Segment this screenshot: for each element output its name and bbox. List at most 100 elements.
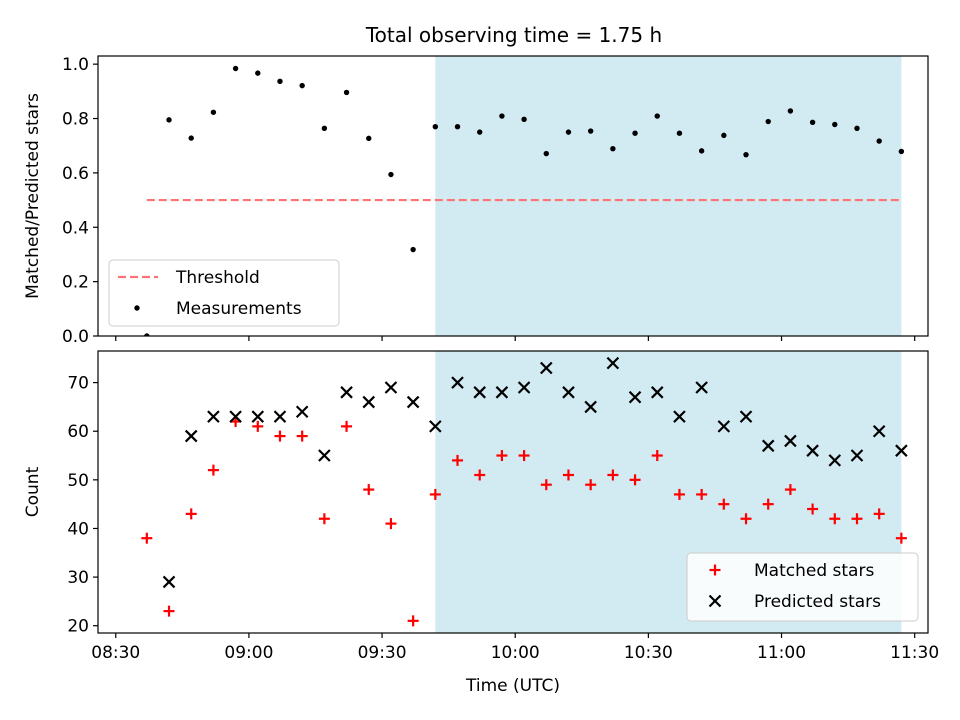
legend-label: Matched stars	[754, 561, 874, 581]
matched-stars-point	[585, 479, 597, 491]
matched-stars-point	[163, 605, 175, 617]
y-tick-label: 0.8	[62, 110, 89, 130]
measurement-point	[343, 89, 350, 96]
predicted-stars-point	[562, 386, 575, 399]
matched-stars-point	[851, 513, 863, 525]
predicted-stars-point	[406, 395, 420, 409]
plot-area	[144, 65, 905, 336]
predicted-stars-point	[850, 449, 864, 462]
y-tick-label: 60	[67, 422, 89, 442]
predicted-stars-point	[606, 356, 620, 370]
measurement-point	[809, 119, 816, 126]
predicted-stars-point	[695, 381, 708, 394]
predicted-stars-point	[318, 449, 331, 462]
predicted-stars-point	[429, 420, 442, 433]
measurement-point	[543, 150, 549, 157]
predicted-stars-point	[451, 376, 464, 389]
y-tick-label: 20	[67, 617, 89, 637]
matched-stars-point	[407, 615, 419, 627]
predicted-stars-point	[207, 410, 220, 423]
x-tick-label: 10:00	[491, 643, 540, 663]
legend-label: Threshold	[175, 268, 260, 288]
x-tick-label: 11:00	[757, 643, 806, 663]
legend-item: Predicted stars	[708, 592, 881, 612]
measurement-point	[255, 70, 261, 76]
y-tick-label: 30	[67, 568, 89, 588]
measurement-point	[477, 129, 483, 135]
matched-stars-point	[607, 469, 619, 481]
predicted-stars-point	[872, 424, 886, 438]
y-tick-label: 0.0	[62, 327, 89, 347]
matched-stars-point	[784, 484, 796, 496]
matched-stars-point	[873, 508, 885, 520]
predicted-stars-point	[517, 381, 531, 394]
measurement-point	[610, 145, 616, 152]
predicted-stars-point	[584, 400, 597, 414]
measurement-point	[321, 125, 328, 132]
legend-box	[108, 259, 340, 327]
measurement-point	[499, 113, 505, 119]
matched-stars-point	[274, 430, 286, 442]
matched-stars-point	[740, 513, 752, 525]
legend-item: Measurements	[134, 299, 302, 319]
measurement-point	[898, 148, 905, 155]
predicted-stars-point	[540, 361, 553, 375]
y-tick-label: 0.4	[62, 218, 89, 238]
measurement-point	[410, 246, 416, 253]
measurement-point	[676, 130, 683, 136]
measurement-point	[299, 82, 305, 89]
x-tick-label: 08:30	[91, 643, 140, 663]
matched-stars-point	[673, 488, 685, 500]
predicted-stars-point	[761, 439, 775, 453]
legend-item: Threshold	[118, 268, 260, 288]
measurement-point	[277, 78, 283, 84]
y-axis-label: Count	[23, 466, 43, 517]
predicted-stars-point	[162, 575, 176, 589]
predicted-stars-point	[717, 420, 731, 433]
chart-title: Total observing time = 1.75 h	[365, 23, 662, 47]
matched-stars-point	[141, 532, 153, 544]
measurement-point	[166, 117, 172, 123]
measurement-point	[721, 132, 727, 139]
measurement-point	[765, 118, 771, 125]
matched-stars-point	[651, 450, 663, 462]
observing-window-span	[435, 56, 902, 336]
matched-stars-point	[341, 420, 353, 432]
matched-stars-point	[629, 474, 641, 486]
x-tick-label: 09:30	[358, 643, 407, 663]
predicted-stars-point	[650, 386, 664, 399]
y-tick-label: 0.2	[62, 273, 89, 293]
y-tick-label: 40	[67, 519, 89, 539]
measurement-point	[232, 65, 239, 72]
predicted-stars-point	[229, 410, 242, 423]
y-tick-label: 0.6	[62, 164, 89, 184]
legend-item: Matched stars	[709, 561, 874, 581]
predicted-stars-point	[895, 444, 908, 457]
matched-stars-point	[474, 469, 486, 481]
y-tick-label: 1.0	[62, 55, 89, 75]
predicted-stars-point	[828, 454, 842, 467]
predicted-stars-point	[495, 386, 509, 399]
x-tick-label: 11:30	[890, 643, 939, 663]
matched-stars-point	[696, 488, 708, 500]
count-panel: 20 30 40 50 60 70 08:30 09:00 09:30 10:00 10:30 11:…	[23, 350, 939, 696]
measurement-point	[832, 121, 838, 128]
y-axis-label: Matched/Predicted stars	[23, 93, 43, 299]
measurement-point	[743, 151, 749, 158]
predicted-stars-point	[739, 410, 753, 423]
measurement-point	[188, 135, 194, 141]
matched-stars-point	[452, 454, 464, 466]
legend: Matched stars Predicted stars	[686, 552, 919, 622]
matched-stars-point	[385, 518, 397, 530]
measurement-point	[432, 123, 439, 130]
matched-stars-point	[363, 484, 375, 496]
predicted-stars-point	[628, 390, 642, 404]
legend-measurement-swatch	[134, 305, 140, 311]
matched-stars-point	[207, 464, 219, 476]
matched-stars-point	[807, 503, 819, 515]
predicted-stars-point	[473, 386, 486, 399]
measurement-point	[144, 333, 150, 336]
matched-stars-point	[185, 508, 197, 520]
predicted-stars-point	[784, 434, 797, 448]
